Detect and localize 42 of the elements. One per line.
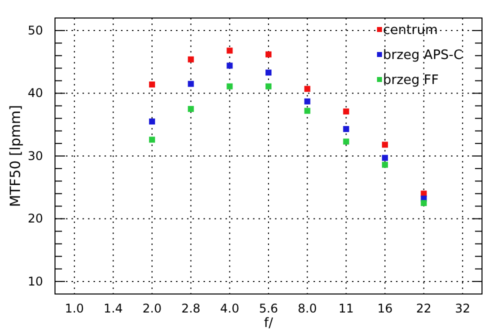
- x-tick-label: 4.0: [220, 302, 240, 316]
- point: [188, 106, 194, 112]
- point: [149, 136, 156, 143]
- point: [382, 162, 388, 168]
- y-axis-title: MTF50 [lpmm]: [8, 105, 24, 207]
- point: [304, 86, 310, 92]
- point: [304, 108, 310, 114]
- point: [188, 56, 194, 62]
- point: [382, 154, 388, 161]
- y-tick-label: 40: [28, 86, 43, 100]
- point: [343, 108, 350, 114]
- y-tick-label: 50: [28, 23, 43, 38]
- x-tick-label: 16: [377, 302, 393, 316]
- point: [420, 200, 427, 206]
- y-tick-label: 30: [28, 148, 43, 163]
- point: [266, 83, 272, 90]
- x-tick-label: 11: [338, 302, 354, 316]
- x-tick-label: 32: [454, 302, 470, 316]
- point: [149, 81, 156, 88]
- legend-label: brzeg FF: [383, 73, 439, 88]
- legend-label: brzeg APS-C: [383, 48, 463, 63]
- point: [226, 83, 233, 90]
- x-tick-label: 1.4: [104, 302, 123, 316]
- y-tick-label: 20: [28, 212, 43, 226]
- x-tick-label: 2.0: [142, 302, 162, 316]
- point: [382, 142, 388, 148]
- y-tick-label: 10: [28, 274, 43, 288]
- point: [266, 51, 272, 58]
- point: [226, 62, 233, 69]
- point: [266, 70, 272, 76]
- x-axis-title: f/: [264, 316, 274, 331]
- point: [226, 48, 233, 54]
- point: [188, 80, 194, 87]
- point: [304, 98, 310, 104]
- x-tick-label: 5.6: [258, 302, 278, 316]
- x-tick-label: 2.8: [181, 302, 200, 316]
- x-tick-label: 1.0: [64, 302, 84, 316]
- point: [149, 118, 156, 124]
- point: [343, 138, 350, 145]
- x-tick-label: 22: [416, 302, 432, 316]
- point: [343, 126, 350, 132]
- x-tick-label: 8.0: [298, 302, 317, 316]
